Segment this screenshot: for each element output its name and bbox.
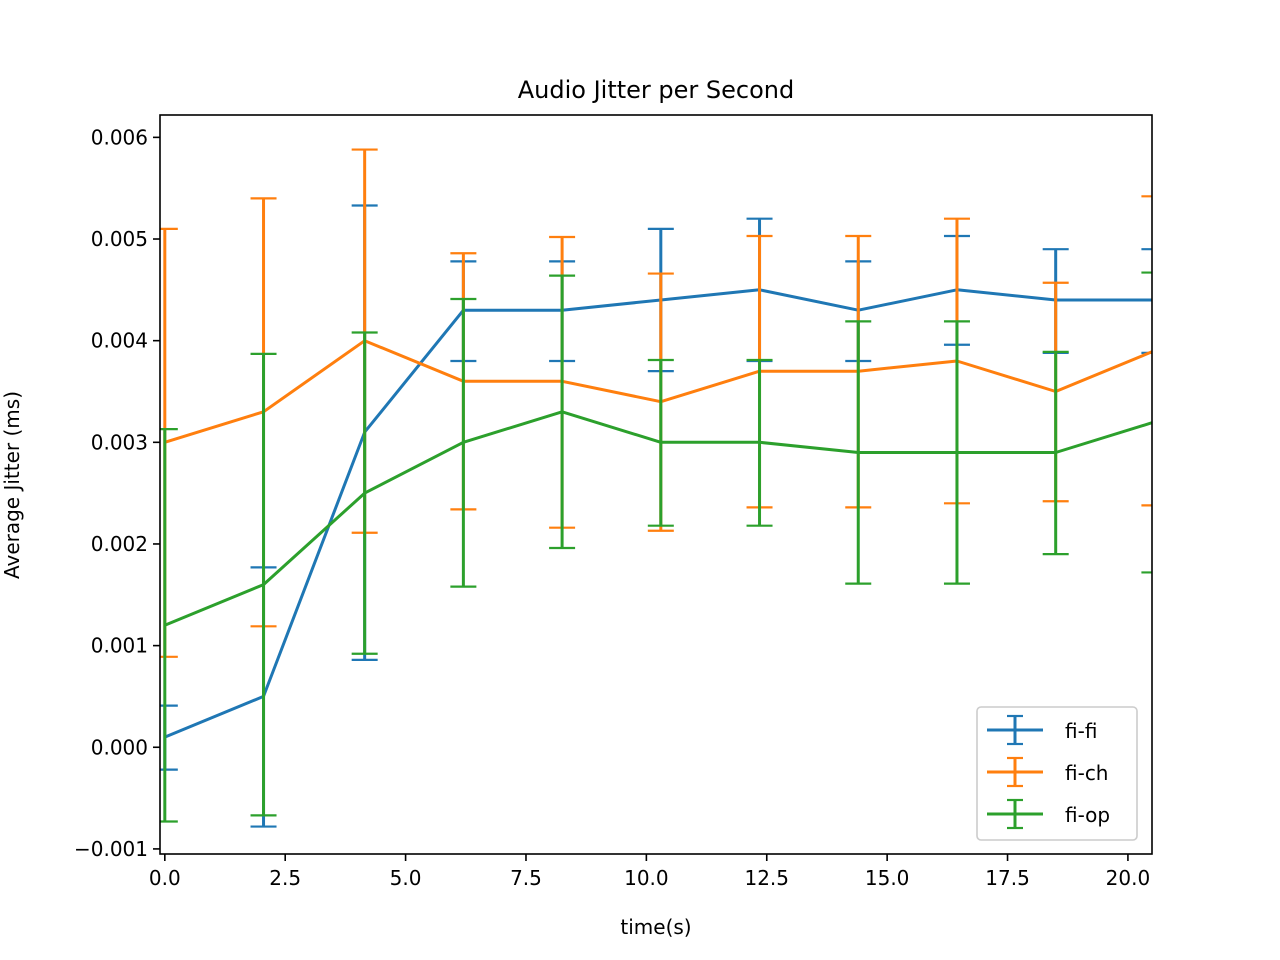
chart-title: Audio Jitter per Second [518, 76, 795, 104]
x-axis-label: time(s) [620, 915, 691, 939]
x-tick-label: 5.0 [390, 866, 422, 890]
x-tick-label: 7.5 [510, 866, 542, 890]
axes: 0.0 2.5 5.0 7.5 10.0 12.5 15.0 17.5 20.0 −0.001 0.… [74, 125, 1150, 890]
plot-area [160, 148, 1152, 828]
legend: fi-fi fi-ch fi-op [976, 706, 1138, 841]
x-tick-label: 20.0 [1106, 866, 1151, 890]
legend-label: fi-ch [1065, 761, 1109, 785]
x-tick-label: 10.0 [624, 866, 669, 890]
x-tick-label: 0.0 [149, 866, 181, 890]
y-tick-label: 0.003 [91, 430, 148, 454]
y-tick-label: 0.006 [91, 125, 148, 149]
y-tick-label: 0.004 [91, 329, 148, 353]
x-tick-label: 15.0 [865, 866, 910, 890]
x-tick-label: 2.5 [269, 866, 301, 890]
series-fi-op [160, 271, 1152, 823]
legend-label: fi-fi [1065, 719, 1097, 743]
y-axis-label: Average Jitter (ms) [0, 391, 24, 579]
y-tick-label: 0.002 [91, 532, 148, 556]
y-tick-label: −0.001 [74, 837, 148, 861]
y-tick-label: 0.005 [91, 227, 148, 251]
legend-box [976, 706, 1138, 841]
y-tick-label: 0.001 [91, 634, 148, 658]
x-tick-label: 12.5 [744, 866, 789, 890]
plot-frame [159, 114, 1153, 855]
x-tick-label: 17.5 [985, 866, 1030, 890]
legend-label: fi-op [1065, 803, 1110, 827]
y-tick-label: 0.000 [91, 735, 148, 759]
